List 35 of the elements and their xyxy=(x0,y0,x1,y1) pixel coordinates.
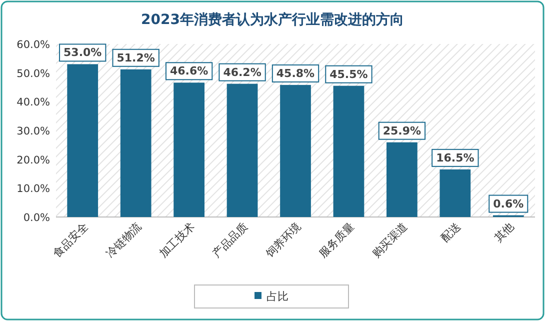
data-label: 46.6% xyxy=(170,64,208,78)
data-label: 46.2% xyxy=(223,66,262,79)
y-tick-label: 20.0% xyxy=(16,154,50,166)
bar xyxy=(386,142,418,217)
y-tick-label: 50.0% xyxy=(16,68,50,80)
bar xyxy=(226,84,258,217)
bar xyxy=(120,69,152,217)
y-tick-label: 0.0% xyxy=(23,212,50,224)
data-label: 16.5% xyxy=(436,151,474,164)
x-tick-label: 加工技术 xyxy=(156,220,198,260)
data-label: 51.2% xyxy=(116,51,155,64)
x-tick-label: 服务质量 xyxy=(316,220,357,260)
x-tick-label: 配送 xyxy=(438,220,464,245)
bar xyxy=(440,169,471,217)
bar xyxy=(280,84,311,217)
bar xyxy=(67,64,98,217)
x-tick-label: 购买渠道 xyxy=(370,220,410,260)
data-label: 0.6% xyxy=(493,197,524,210)
data-label: 53.0% xyxy=(64,46,102,60)
bar xyxy=(174,82,204,217)
x-tick-label: 食品安全 xyxy=(50,220,91,260)
x-tick-label: 冷链物流 xyxy=(104,220,144,260)
data-label: 45.5% xyxy=(330,68,368,81)
data-label: 25.9% xyxy=(382,124,422,138)
data-label: 45.8% xyxy=(276,66,315,80)
legend-label: 占比 xyxy=(266,290,288,303)
bar xyxy=(333,86,364,217)
x-tick-label: 产品品质 xyxy=(210,220,250,260)
x-tick-label: 其他 xyxy=(492,220,517,245)
y-tick-label: 30.0% xyxy=(16,126,50,138)
chart-title: 2023年消费者认为水产行业需改进的方向 xyxy=(141,11,404,28)
y-tick-label: 60.0% xyxy=(16,39,50,51)
y-tick-label: 10.0% xyxy=(16,183,50,196)
y-tick-label: 40.0% xyxy=(16,96,50,109)
x-tick-label: 饲养环境 xyxy=(262,220,304,261)
